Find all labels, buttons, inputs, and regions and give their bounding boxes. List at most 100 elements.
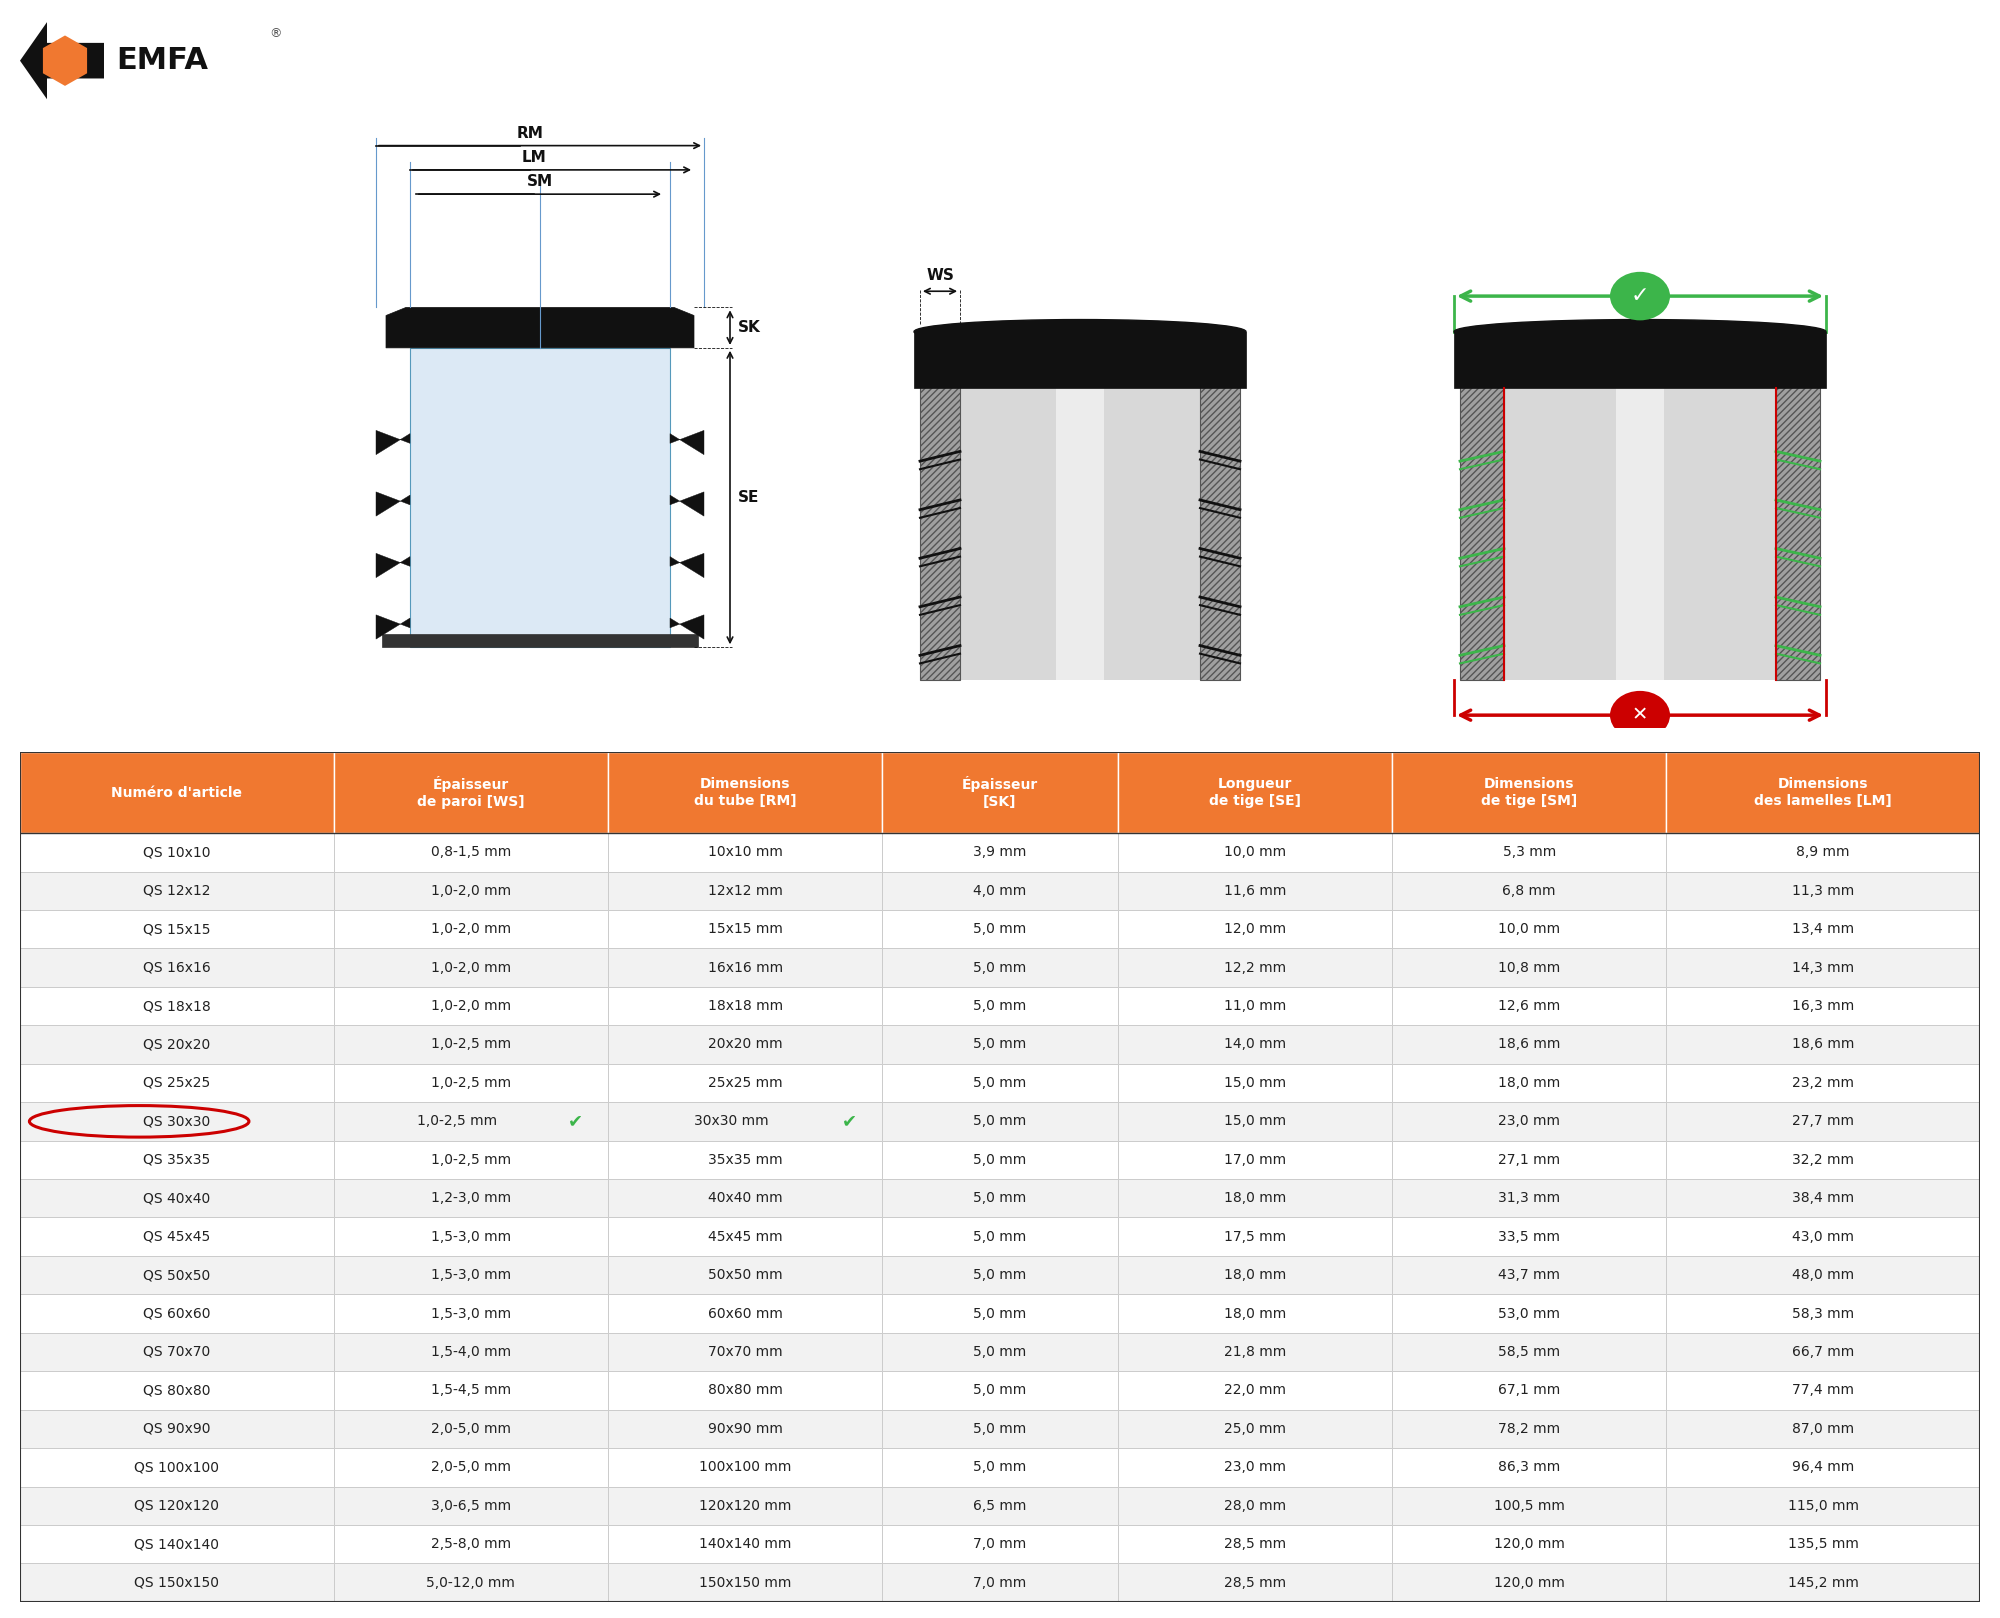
Polygon shape — [670, 430, 704, 455]
Text: 5,0 mm: 5,0 mm — [974, 998, 1026, 1013]
FancyBboxPatch shape — [334, 1217, 608, 1256]
Text: 14,3 mm: 14,3 mm — [1792, 961, 1854, 974]
Text: 17,0 mm: 17,0 mm — [1224, 1152, 1286, 1167]
FancyBboxPatch shape — [608, 909, 882, 948]
Text: ®: ® — [268, 28, 282, 40]
FancyBboxPatch shape — [334, 1487, 608, 1524]
FancyBboxPatch shape — [20, 1217, 334, 1256]
Text: 35x35 mm: 35x35 mm — [708, 1152, 782, 1167]
FancyBboxPatch shape — [334, 752, 608, 833]
Text: 40x40 mm: 40x40 mm — [708, 1191, 782, 1205]
FancyBboxPatch shape — [1392, 1256, 1666, 1294]
FancyBboxPatch shape — [1392, 1370, 1666, 1409]
FancyBboxPatch shape — [882, 1180, 1118, 1217]
Text: 13,4 mm: 13,4 mm — [1792, 922, 1854, 937]
FancyBboxPatch shape — [608, 1026, 882, 1063]
Text: 4,0 mm: 4,0 mm — [974, 883, 1026, 898]
Text: 16,3 mm: 16,3 mm — [1792, 998, 1854, 1013]
FancyBboxPatch shape — [1666, 1217, 1980, 1256]
FancyBboxPatch shape — [1392, 1563, 1666, 1602]
FancyBboxPatch shape — [1666, 752, 1980, 833]
Text: QS 140x140: QS 140x140 — [134, 1537, 220, 1552]
Text: 5,3 mm: 5,3 mm — [1502, 845, 1556, 859]
FancyBboxPatch shape — [882, 1563, 1118, 1602]
Text: QS 10x10: QS 10x10 — [144, 845, 210, 859]
Text: 5,0 mm: 5,0 mm — [974, 1383, 1026, 1398]
Text: 43,7 mm: 43,7 mm — [1498, 1269, 1560, 1281]
Text: 10x10 mm: 10x10 mm — [708, 845, 782, 859]
FancyBboxPatch shape — [1118, 1217, 1392, 1256]
FancyBboxPatch shape — [1118, 1333, 1392, 1370]
Text: 12x12 mm: 12x12 mm — [708, 883, 782, 898]
FancyBboxPatch shape — [334, 948, 608, 987]
Text: Dimensions
des lamelles [LM]: Dimensions des lamelles [LM] — [1754, 777, 1892, 809]
FancyBboxPatch shape — [1666, 909, 1980, 948]
FancyBboxPatch shape — [20, 1180, 334, 1217]
FancyBboxPatch shape — [1392, 948, 1666, 987]
Text: 58,5 mm: 58,5 mm — [1498, 1345, 1560, 1359]
Text: 78,2 mm: 78,2 mm — [1498, 1422, 1560, 1435]
Polygon shape — [1200, 356, 1240, 680]
FancyBboxPatch shape — [608, 987, 882, 1026]
FancyBboxPatch shape — [882, 1333, 1118, 1370]
Text: 140x140 mm: 140x140 mm — [700, 1537, 792, 1552]
Polygon shape — [1776, 356, 1820, 680]
FancyBboxPatch shape — [20, 1333, 334, 1370]
Text: 1,5-4,0 mm: 1,5-4,0 mm — [430, 1345, 510, 1359]
FancyBboxPatch shape — [1118, 872, 1392, 909]
Text: 5,0 mm: 5,0 mm — [974, 1230, 1026, 1244]
FancyBboxPatch shape — [334, 1026, 608, 1063]
Text: 1,5-3,0 mm: 1,5-3,0 mm — [430, 1230, 510, 1244]
FancyBboxPatch shape — [1392, 1448, 1666, 1487]
FancyBboxPatch shape — [882, 1141, 1118, 1180]
FancyBboxPatch shape — [334, 1180, 608, 1217]
FancyBboxPatch shape — [1118, 1370, 1392, 1409]
Text: Épaisseur
[SK]: Épaisseur [SK] — [962, 777, 1038, 809]
Text: 32,2 mm: 32,2 mm — [1792, 1152, 1854, 1167]
FancyBboxPatch shape — [882, 1487, 1118, 1524]
FancyBboxPatch shape — [1666, 1409, 1980, 1448]
FancyBboxPatch shape — [1118, 1409, 1392, 1448]
FancyBboxPatch shape — [1118, 909, 1392, 948]
Circle shape — [1610, 272, 1670, 320]
FancyBboxPatch shape — [608, 833, 882, 872]
FancyBboxPatch shape — [882, 1524, 1118, 1563]
FancyBboxPatch shape — [608, 872, 882, 909]
FancyBboxPatch shape — [1666, 1102, 1980, 1141]
FancyBboxPatch shape — [882, 909, 1118, 948]
FancyBboxPatch shape — [608, 1333, 882, 1370]
FancyBboxPatch shape — [1118, 1524, 1392, 1563]
FancyBboxPatch shape — [1666, 948, 1980, 987]
FancyBboxPatch shape — [334, 1294, 608, 1333]
FancyBboxPatch shape — [1392, 833, 1666, 872]
Text: 5,0 mm: 5,0 mm — [974, 961, 1026, 974]
Text: 5,0 mm: 5,0 mm — [974, 1152, 1026, 1167]
Text: 31,3 mm: 31,3 mm — [1498, 1191, 1560, 1205]
FancyBboxPatch shape — [20, 833, 334, 872]
Text: 14,0 mm: 14,0 mm — [1224, 1037, 1286, 1052]
Text: 10,0 mm: 10,0 mm — [1498, 922, 1560, 937]
Polygon shape — [914, 332, 1246, 388]
FancyBboxPatch shape — [1118, 833, 1392, 872]
Polygon shape — [1616, 388, 1664, 680]
Text: QS 20x20: QS 20x20 — [144, 1037, 210, 1052]
FancyBboxPatch shape — [20, 948, 334, 987]
FancyBboxPatch shape — [1392, 1524, 1666, 1563]
Text: 1,0-2,0 mm: 1,0-2,0 mm — [430, 998, 510, 1013]
Text: 5,0 mm: 5,0 mm — [974, 1461, 1026, 1474]
Text: 18,6 mm: 18,6 mm — [1498, 1037, 1560, 1052]
FancyBboxPatch shape — [608, 1370, 882, 1409]
Circle shape — [1610, 691, 1670, 739]
Text: 67,1 mm: 67,1 mm — [1498, 1383, 1560, 1398]
FancyBboxPatch shape — [882, 948, 1118, 987]
Text: 5,0 mm: 5,0 mm — [974, 1269, 1026, 1281]
FancyBboxPatch shape — [608, 1448, 882, 1487]
Text: 1,5-4,5 mm: 1,5-4,5 mm — [430, 1383, 510, 1398]
Ellipse shape — [914, 320, 1246, 345]
FancyBboxPatch shape — [608, 1063, 882, 1102]
FancyBboxPatch shape — [20, 1256, 334, 1294]
Text: 1,5-3,0 mm: 1,5-3,0 mm — [430, 1269, 510, 1281]
Text: QS 45x45: QS 45x45 — [144, 1230, 210, 1244]
Text: 60x60 mm: 60x60 mm — [708, 1307, 782, 1320]
Text: 115,0 mm: 115,0 mm — [1788, 1498, 1858, 1513]
